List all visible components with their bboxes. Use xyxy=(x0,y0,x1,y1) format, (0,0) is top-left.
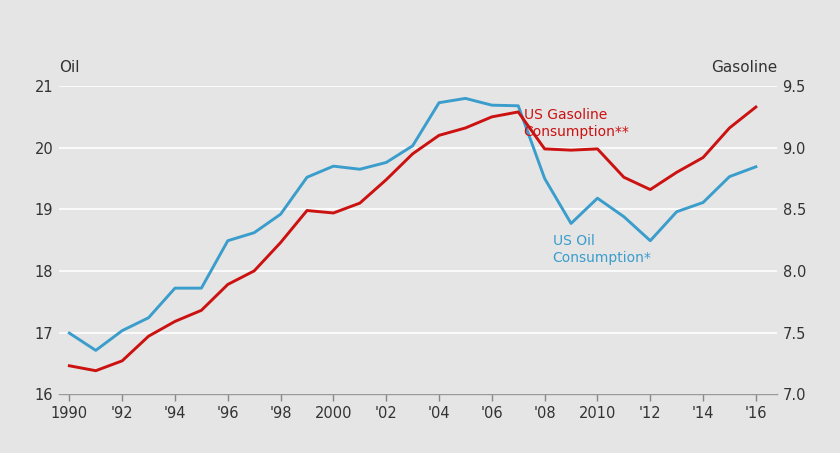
Text: US Gasoline
Consumption**: US Gasoline Consumption** xyxy=(523,108,629,139)
Text: Gasoline: Gasoline xyxy=(711,60,777,75)
Text: Oil: Oil xyxy=(59,60,79,75)
Text: US Oil
Consumption*: US Oil Consumption* xyxy=(553,234,652,265)
